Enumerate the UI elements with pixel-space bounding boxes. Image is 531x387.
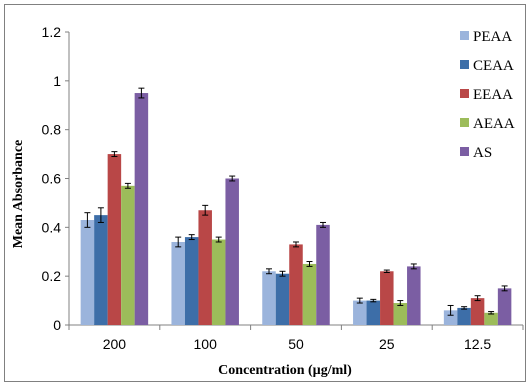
legend-label-aeaa: AEAA xyxy=(473,116,515,132)
bar-eeaa xyxy=(470,298,485,325)
x-axis-title: Concentration (µg/ml) xyxy=(218,363,352,378)
bar-ceaa xyxy=(275,273,290,325)
bar-peaa xyxy=(353,300,367,325)
legend-label-ceaa: CEAA xyxy=(473,58,514,74)
bar-peaa xyxy=(80,220,95,325)
bar-peaa xyxy=(171,241,185,325)
bar-ceaa xyxy=(94,215,108,325)
bar-peaa xyxy=(443,310,458,325)
x-tick-label: 12.5 xyxy=(464,336,491,352)
y-axis-title: Mean Absorbance xyxy=(11,140,26,249)
y-tick-label: 0.2 xyxy=(42,268,62,284)
bar-as xyxy=(407,266,421,325)
legend-label-peaa: PEAA xyxy=(473,29,512,45)
legend-swatch-as xyxy=(460,147,469,156)
y-axis: 0 0.2 0.4 0.6 0.8 1 1.2 xyxy=(42,24,70,333)
bars xyxy=(80,87,512,326)
bar-ceaa xyxy=(457,307,471,325)
bar-ceaa xyxy=(184,237,199,325)
bar-eeaa xyxy=(289,244,303,325)
x-tick-label: 50 xyxy=(288,336,304,352)
y-tick-label: 1 xyxy=(53,73,61,89)
x-tick-label: 200 xyxy=(103,336,127,352)
legend: PEAA CEAA EEAA AEAA AS xyxy=(460,29,515,161)
legend-label-eeaa: EEAA xyxy=(473,87,513,103)
legend-swatch-peaa xyxy=(460,31,469,40)
y-tick-label: 0.4 xyxy=(42,219,62,235)
y-tick-label: 0 xyxy=(53,317,61,333)
bar-eeaa xyxy=(198,210,212,325)
x-axis: 200 100 50 25 12.5 xyxy=(68,324,524,352)
bar-aeaa xyxy=(484,312,498,325)
legend-swatch-eeaa xyxy=(460,89,469,98)
bar-eeaa xyxy=(107,154,122,325)
bar-aeaa xyxy=(393,303,408,325)
y-tick-label: 0.6 xyxy=(42,171,62,187)
bar-aeaa xyxy=(302,263,317,325)
bar-as xyxy=(316,224,330,325)
x-tick-label: 25 xyxy=(379,336,395,352)
x-tick-label: 100 xyxy=(194,336,218,352)
bar-as xyxy=(225,178,239,325)
bar-as xyxy=(497,288,512,325)
y-tick-label: 0.8 xyxy=(42,122,62,138)
legend-label-as: AS xyxy=(473,145,492,161)
bar-aeaa xyxy=(121,185,135,325)
bar-eeaa xyxy=(380,271,394,325)
legend-swatch-ceaa xyxy=(460,60,469,69)
legend-swatch-aeaa xyxy=(460,118,469,127)
y-tick-label: 1.2 xyxy=(42,24,62,40)
bar-peaa xyxy=(262,271,276,325)
bar-as xyxy=(134,93,149,326)
bar-aeaa xyxy=(211,239,226,325)
bar-ceaa xyxy=(366,300,381,325)
